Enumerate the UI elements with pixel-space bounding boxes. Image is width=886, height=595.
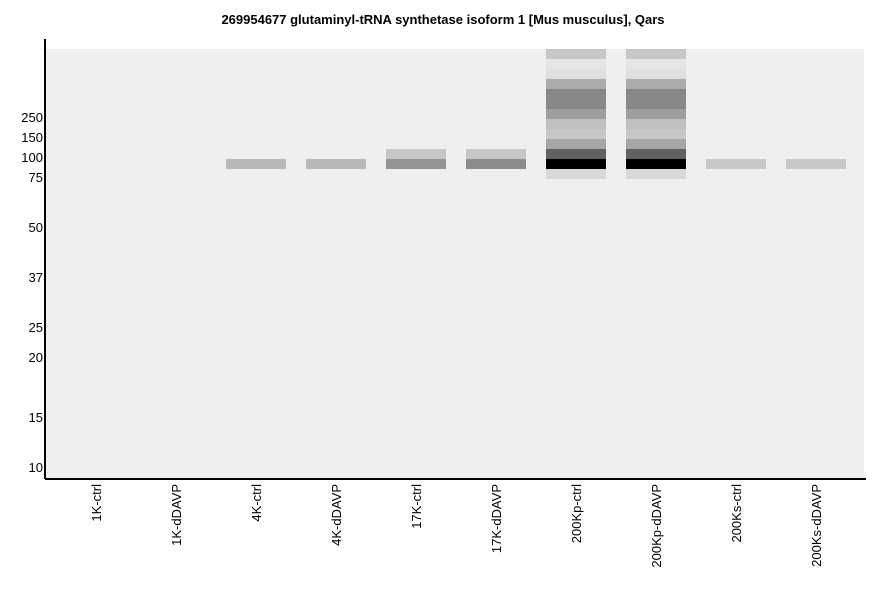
band-17K-ctrl-row10 [386, 149, 446, 159]
y-tick-label-10: 10 [29, 460, 43, 475]
y-tick-label-250: 250 [21, 110, 43, 125]
y-tick-labels: 250 150 100 75 50 37 25 20 15 10 [21, 110, 43, 475]
y-tick-label-100: 100 [21, 150, 43, 165]
y-tick-label-150: 150 [21, 130, 43, 145]
band-17K-dDAVP-row11 [466, 159, 526, 169]
x-tick-labels: 1K-ctrl 1K-dDAVP 4K-ctrl 4K-dDAVP 17K-ctrl 17… [89, 484, 824, 568]
x-tick-label-17K-ctrl: 17K-ctrl [409, 484, 424, 529]
x-tick-label-200Kp-ctrl: 200Kp-ctrl [569, 484, 584, 543]
band-200Kp-dDAVP-row5 [626, 99, 686, 109]
x-tick-label-4K-ctrl: 4K-ctrl [249, 484, 264, 522]
band-200Kp-ctrl-row3 [546, 79, 606, 89]
band-200Kp-dDAVP-row7 [626, 119, 686, 129]
band-200Kp-dDAVP-row9 [626, 139, 686, 149]
band-200Kp-dDAVP-row0 [626, 49, 686, 59]
band-200Kp-ctrl-row6 [546, 109, 606, 119]
y-tick-label-75: 75 [29, 170, 43, 185]
band-200Kp-ctrl-row1 [546, 59, 606, 69]
band-200Kp-ctrl-row10 [546, 149, 606, 159]
chart-title: 269954677 glutaminyl-tRNA synthetase iso… [221, 12, 665, 27]
band-200Kp-ctrl-row0 [546, 49, 606, 59]
band-200Kp-dDAVP-row6 [626, 109, 686, 119]
x-tick-label-17K-dDAVP: 17K-dDAVP [489, 484, 504, 553]
band-200Ks-dDAVP-row11 [786, 159, 846, 169]
y-tick-label-15: 15 [29, 410, 43, 425]
band-200Kp-ctrl-row2 [546, 69, 606, 79]
x-tick-label-1K-dDAVP: 1K-dDAVP [169, 484, 184, 546]
y-tick-label-25: 25 [29, 320, 43, 335]
band-17K-ctrl-row11 [386, 159, 446, 169]
x-tick-label-200Ks-ctrl: 200Ks-ctrl [729, 484, 744, 543]
band-4K-dDAVP-row11 [306, 159, 366, 169]
band-200Kp-ctrl-row7 [546, 119, 606, 129]
y-tick-label-50: 50 [29, 220, 43, 235]
band-200Kp-ctrl-row9 [546, 139, 606, 149]
x-tick-label-4K-dDAVP: 4K-dDAVP [329, 484, 344, 546]
band-200Ks-ctrl-row11 [706, 159, 766, 169]
y-tick-label-37: 37 [29, 270, 43, 285]
band-200Kp-ctrl-row5 [546, 99, 606, 109]
x-tick-label-200Ks-dDAVP: 200Ks-dDAVP [809, 484, 824, 567]
band-200Kp-dDAVP-row4 [626, 89, 686, 99]
band-200Kp-dDAVP-row2 [626, 69, 686, 79]
band-200Kp-dDAVP-row12 [626, 169, 686, 179]
bands-layer [226, 49, 846, 179]
band-17K-dDAVP-row10 [466, 149, 526, 159]
band-200Kp-dDAVP-row3 [626, 79, 686, 89]
band-200Kp-ctrl-row12 [546, 169, 606, 179]
band-200Kp-dDAVP-row11 [626, 159, 686, 169]
plot-area-background [46, 49, 864, 479]
band-4K-ctrl-row11 [226, 159, 286, 169]
band-200Kp-ctrl-row8 [546, 129, 606, 139]
band-200Kp-ctrl-row11 [546, 159, 606, 169]
x-tick-label-200Kp-dDAVP: 200Kp-dDAVP [649, 484, 664, 568]
band-200Kp-dDAVP-row10 [626, 149, 686, 159]
band-200Kp-ctrl-row4 [546, 89, 606, 99]
x-tick-label-1K-ctrl: 1K-ctrl [89, 484, 104, 522]
y-tick-label-20: 20 [29, 350, 43, 365]
band-200Kp-dDAVP-row1 [626, 59, 686, 69]
band-200Kp-dDAVP-row8 [626, 129, 686, 139]
